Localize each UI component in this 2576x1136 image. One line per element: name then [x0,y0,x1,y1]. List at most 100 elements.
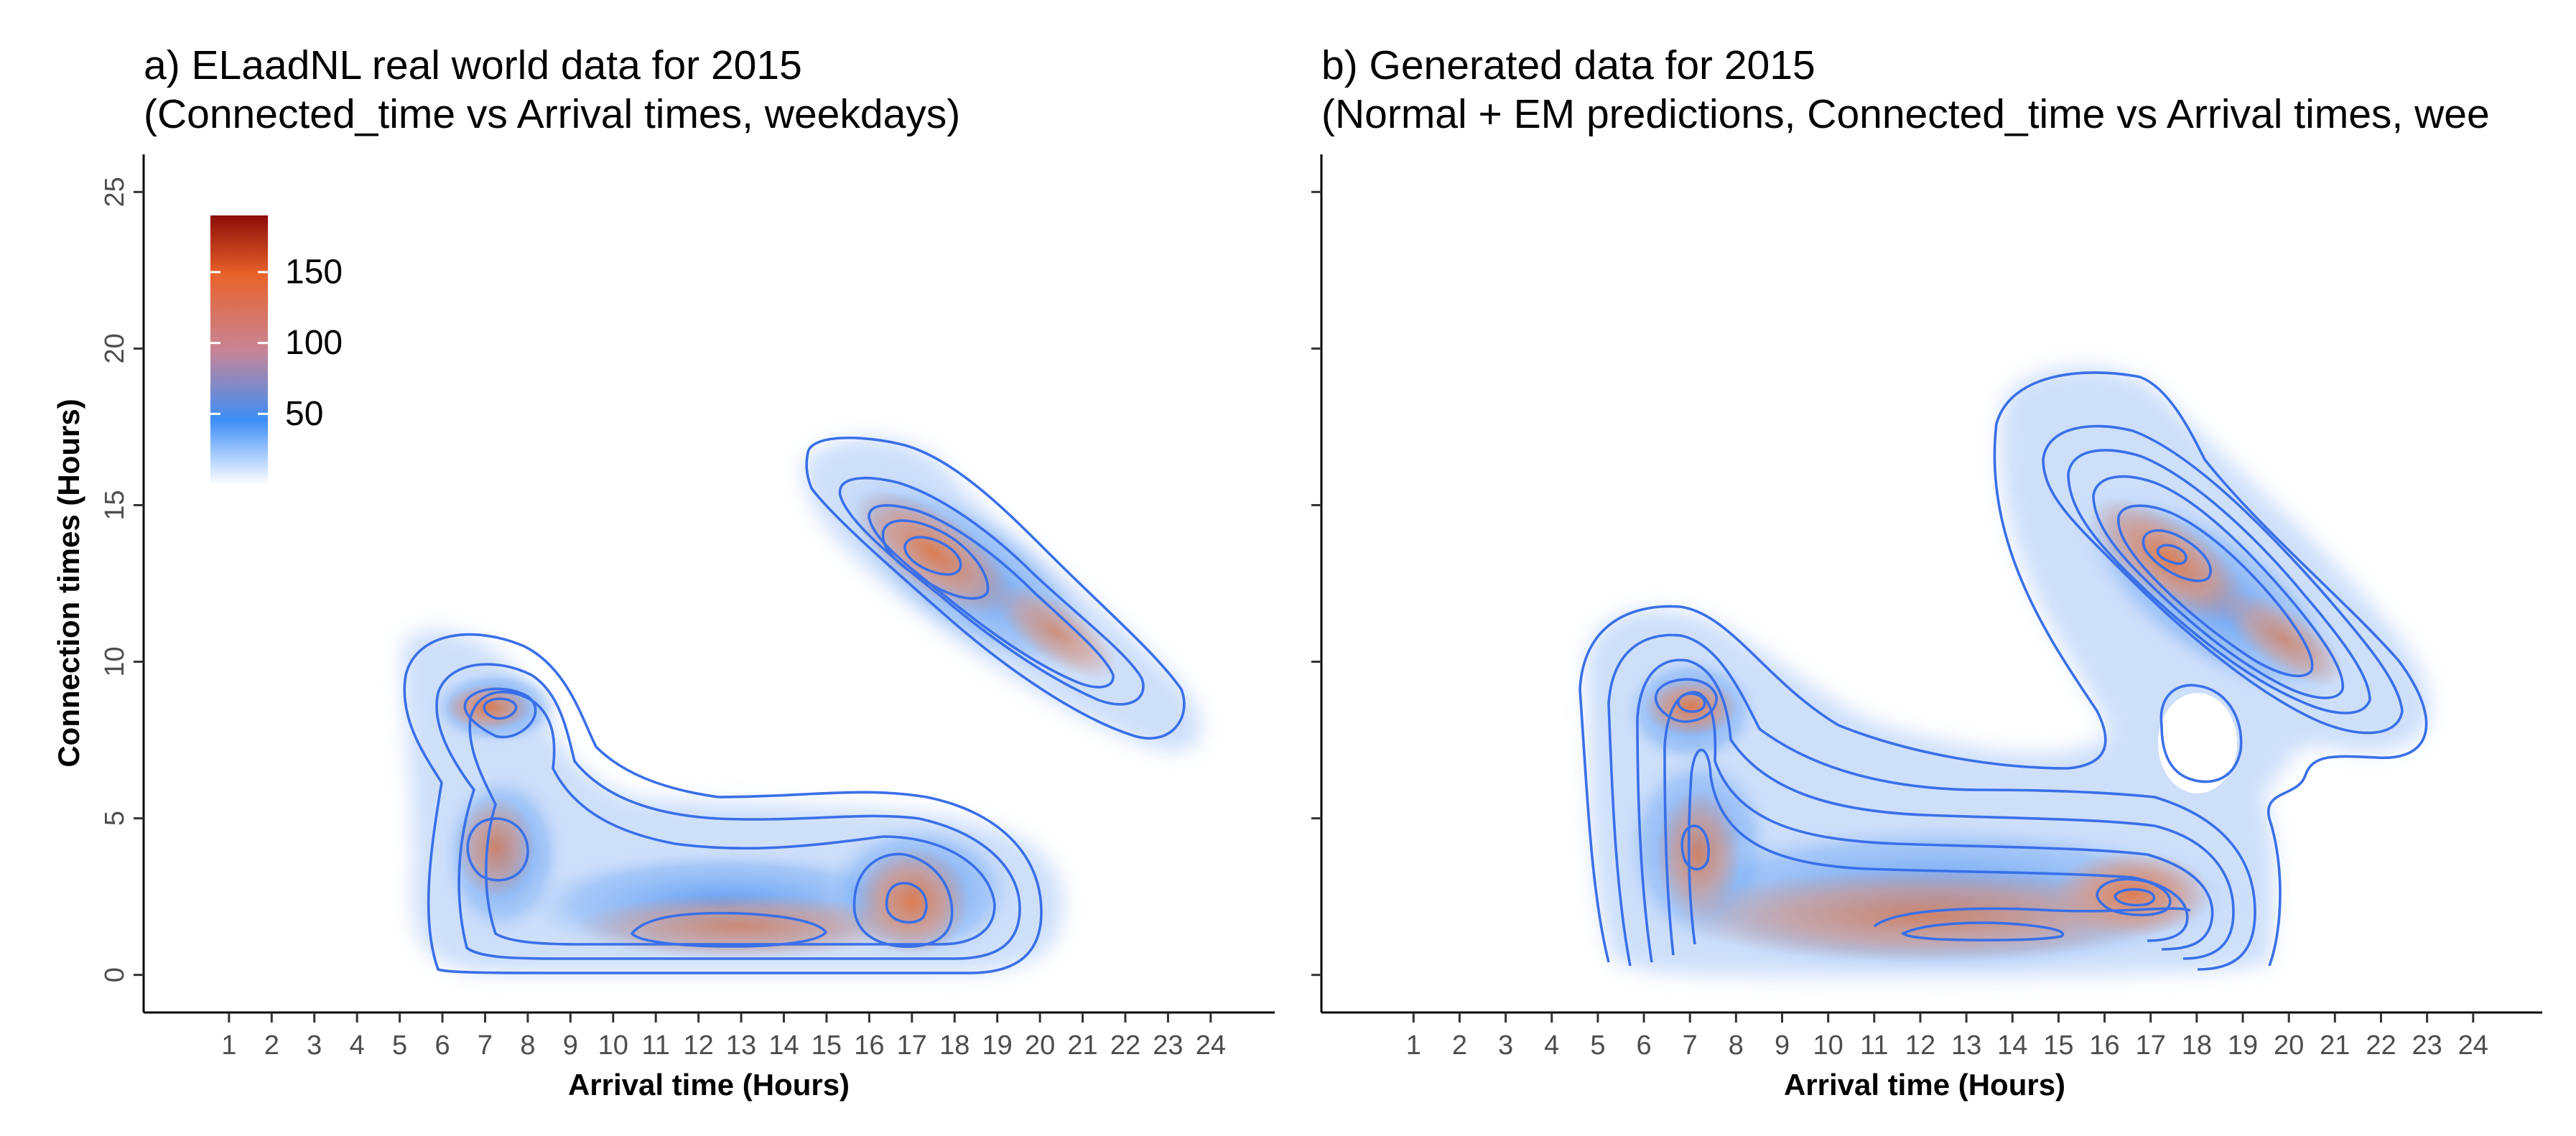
panel-b-x-tick-label: 17 [2136,1030,2166,1061]
panel-b-x-axis-title: Arrival time (Hours) [1784,1068,2065,1102]
panel-a-x-ticks: 1 2 3 4 5 6 7 8 9 10 11 12 13 14 15 16 17 18 19 20 21 22 23 24 [221,1012,1226,1061]
panel-b-x-tick-label: 21 [2320,1030,2350,1061]
panel-a-x-axis-title: Arrival time (Hours) [568,1068,850,1102]
panel-a-x-tick-label: 21 [1067,1030,1097,1061]
panel-a-x-tick-label: 19 [982,1030,1013,1061]
panel-a-contour [468,690,996,946]
panel-a-contour [805,436,1186,740]
panel-a-subtitle: (Connected_time vs Arrival times, weekda… [144,91,960,137]
panel-a-x-tick-label: 8 [520,1030,535,1061]
panel-b-contour [2159,684,2243,783]
panel-a-y-tick-label: 20 [100,333,130,363]
panel-b-contour [1680,824,1710,871]
panel-b-contours [1578,371,2428,971]
panel-a-x-tick-label: 6 [434,1030,450,1061]
panel-b-x-tick-label: 20 [2274,1030,2304,1061]
panel-a-y-tick-label: 5 [100,811,130,826]
colorbar-tick-label: 100 [285,324,343,362]
panel-a: a) ELaadNL real world data for 2015 (Con… [52,42,1275,1102]
panel-b-x-tick-label: 7 [1683,1030,1698,1061]
panel-a-x-tick-label: 13 [726,1030,756,1061]
panel-b-contour [1578,371,2428,967]
panel-a-x-tick-label: 1 [221,1030,236,1061]
panel-a-x-tick-label: 9 [563,1030,578,1061]
panel-b-x-tick-label: 12 [1905,1030,1935,1061]
panel-b-contour [1654,678,1718,723]
colorbar-gradient [210,215,268,485]
panel-a-x-tick-label: 23 [1153,1030,1183,1061]
panel-a-x-tick-label: 4 [350,1030,365,1061]
panel-a-x-tick-label: 5 [392,1030,407,1061]
panel-b-x-tick-label: 6 [1636,1030,1651,1061]
panel-a-x-tick-label: 22 [1110,1030,1140,1061]
panel-a-x-tick-label: 24 [1196,1030,1226,1061]
panel-b-contour [2114,888,2156,907]
panel-a-density [402,437,1201,973]
panel-a-contour [852,852,954,949]
panel-a-contour [403,633,1043,974]
panel-b-contour [1663,691,2214,956]
panel-a-y-tick-label: 10 [100,646,130,676]
panel-a-contour [885,882,928,924]
panel-b-x-tick-label: 2 [1452,1030,1467,1061]
panel-a-x-tick-label: 15 [812,1030,842,1061]
panel-b-x-tick-label: 18 [2182,1030,2212,1061]
panel-b-title: b) Generated data for 2015 [1321,42,1815,88]
panel-b-contour [2142,529,2212,582]
panel-a-x-tick-label: 2 [264,1030,279,1061]
panel-b-x-tick-label: 9 [1775,1030,1790,1061]
panel-b-x-tick-label: 22 [2366,1030,2396,1061]
panel-b-x-tick-label: 16 [2089,1030,2119,1061]
panel-a-blob [994,584,1117,680]
panel-a-contour [868,504,1115,689]
panel-a-contour [463,687,537,739]
panel-b-x-ticks: 1 2 3 4 5 6 7 8 9 10 11 12 13 14 15 16 17 18 19 20 21 22 23 24 [1406,1012,2488,1061]
panel-b-x-tick-label: 1 [1406,1030,1421,1061]
panel-b-x-tick-label: 13 [1951,1030,1981,1061]
panel-b-blob [2222,591,2345,687]
panel-b-x-tick-label: 15 [2043,1030,2073,1061]
panel-b-x-tick-label: 19 [2228,1030,2258,1061]
panel-b-x-tick-label: 23 [2412,1030,2442,1061]
panel-a-contour [903,536,962,576]
panel-b-contour [1873,907,2191,928]
panel-b-contour [2117,504,2314,678]
panel-b-density-hole [2158,693,2237,793]
panel-b-contour [1636,658,2235,963]
panel-a-x-tick-label: 17 [897,1030,927,1061]
panel-b-contour [2092,475,2344,699]
panel-a-y-axis-title: Connection times (Hours) [52,399,85,767]
colorbar-ticks: 50 100 150 [210,253,343,433]
panel-b-contour [2156,544,2187,565]
panel-a-x-tick-label: 12 [684,1030,714,1061]
panel-a-y-tick-label: 15 [100,490,130,520]
panel-b-x-tick-label: 14 [1997,1030,2027,1061]
panel-b-x-tick-label: 10 [1813,1030,1843,1061]
panel-a-contour [838,476,1145,706]
panel-a-contour [483,697,518,720]
panel-b-blob [1655,790,1742,919]
panel-b-contour [2096,877,2172,916]
panel-a-contours [403,436,1186,974]
panel-a-y-ticks: 0 5 10 15 20 25 [100,177,144,982]
panel-b-density [1586,367,2430,977]
panel-a-x-tick-label: 11 [641,1030,669,1061]
panel-a-x-tick-label: 3 [307,1030,322,1061]
panel-a-y-tick-label: 25 [100,177,130,207]
panel-a-y-tick-label: 0 [100,967,130,982]
panel-a-x-tick-label: 18 [939,1030,970,1061]
colorbar-tick-label: 50 [285,395,323,433]
panel-b-x-tick-label: 8 [1729,1030,1744,1061]
panel-b-subtitle: (Normal + EM predictions, Connected_time… [1321,91,2490,137]
panel-b-contour [1687,748,2189,945]
panel-a-title: a) ELaadNL real world data for 2015 [144,42,802,88]
panel-a-contour [466,817,529,882]
panel-b-contour [2042,424,2404,735]
panel-b-contour [1607,633,2256,971]
panel-a-contour [881,519,990,600]
colorbar-tick-label: 150 [285,253,343,291]
panel-b-x-tick-label: 4 [1544,1030,1559,1061]
panel-a-x-tick-label: 10 [598,1030,628,1061]
panel-b-x-tick-label: 24 [2458,1030,2488,1061]
